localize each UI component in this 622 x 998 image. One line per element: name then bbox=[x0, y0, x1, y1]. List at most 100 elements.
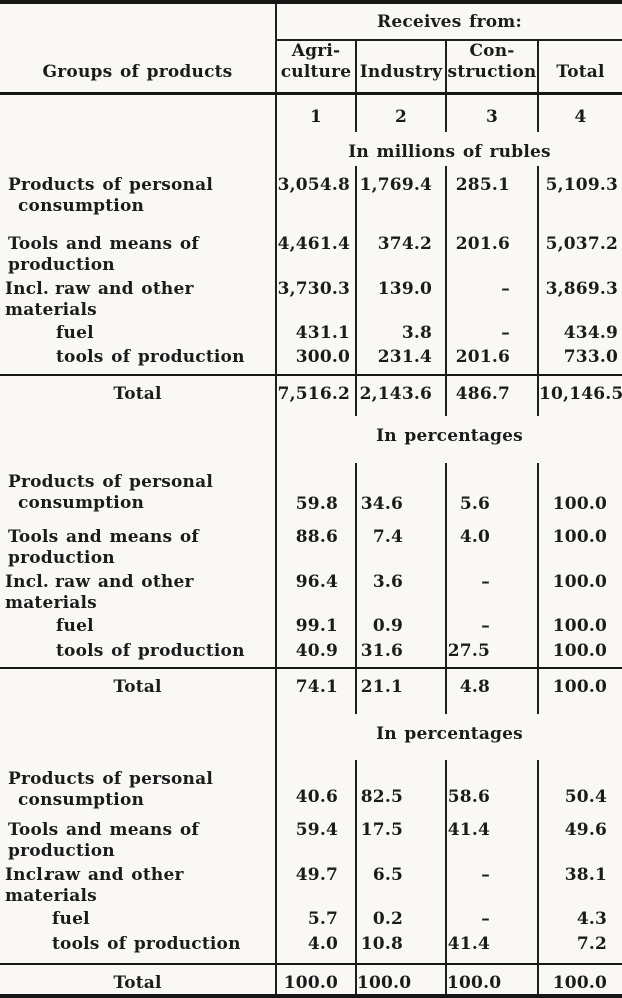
column-header-line: culture bbox=[280, 62, 352, 82]
cell-value: 58.6 bbox=[445, 759, 538, 814]
row-label: tools of production bbox=[52, 933, 241, 954]
cell-value: 100.0 bbox=[537, 568, 622, 614]
total-row: Total 7,516.2 2,143.6 486.7 10,146.5 bbox=[0, 373, 622, 416]
column-header-line: Agri- bbox=[291, 41, 341, 61]
stub-spacer bbox=[0, 132, 276, 166]
column-number: 3 bbox=[445, 93, 538, 132]
cell-value: 3,730.3 bbox=[275, 275, 356, 321]
cell-value: 4,461.4 bbox=[275, 227, 356, 276]
cell-value: 4.3 bbox=[537, 906, 622, 932]
header-columns-row: Agri- culture Industry Con- struction To… bbox=[0, 40, 622, 95]
cell-value: 59.4 bbox=[275, 813, 356, 862]
cell-value: 40.6 bbox=[275, 759, 356, 814]
column-number: 2 bbox=[355, 93, 446, 132]
table-row: Products of personal consumption 3,054.8 1,… bbox=[0, 165, 622, 228]
row-label: Incl.raw and other materials bbox=[0, 276, 276, 321]
row-label: Incl.raw and other materials bbox=[0, 862, 276, 907]
column-header-line: struction bbox=[447, 62, 537, 82]
total-value: 2,143.6 bbox=[355, 373, 446, 416]
band-row: In millions of rubles bbox=[0, 131, 622, 166]
header-spanner-row: Groups of products Receives from: bbox=[0, 2, 622, 95]
row-label: tools of production bbox=[56, 640, 245, 661]
total-value: 7,516.2 bbox=[275, 373, 356, 416]
cell-value: 7.2 bbox=[537, 931, 622, 964]
column-header-construction: Con- struction bbox=[445, 40, 538, 95]
table-row: fuel 5.7 0.2–4.3 bbox=[0, 906, 622, 932]
table-row: fuel 431.1 3.8–434.9 bbox=[0, 320, 622, 345]
total-label: Total bbox=[0, 962, 276, 996]
column-header-line: Industry bbox=[359, 62, 443, 82]
cell-value: 38.1 bbox=[537, 861, 622, 907]
row-label: Products of personal consumption bbox=[0, 760, 276, 814]
table-row: Tools and means of production 59.4 17.5 41.… bbox=[0, 813, 622, 862]
band-label: In millions of rubles bbox=[275, 131, 622, 166]
cell-value: 5,109.3 bbox=[537, 165, 622, 228]
table-row: fuel 99.1 0.9–100.0 bbox=[0, 613, 622, 639]
row-label-prefix: Incl. bbox=[5, 864, 50, 885]
cell-value: 5.6 bbox=[445, 462, 538, 521]
total-value: 74.1 bbox=[275, 666, 356, 714]
cell-value: 201.6 bbox=[445, 227, 538, 276]
table-row: tools of production 40.9 31.6 27.5 100.0 bbox=[0, 638, 622, 668]
cell-value: 34.6 bbox=[355, 462, 446, 521]
row-label: Incl.raw and other materials bbox=[0, 569, 276, 614]
cell-value: 49.6 bbox=[537, 813, 622, 862]
row-label-line: Products of personal bbox=[8, 768, 213, 789]
column-number: 4 bbox=[537, 93, 622, 132]
column-header-industry: Industry bbox=[355, 40, 446, 95]
cell-value: 3.8 bbox=[355, 320, 446, 345]
total-value: 100.0 bbox=[355, 962, 446, 996]
cell-value: 231.4 bbox=[355, 344, 446, 375]
cell-value: – bbox=[445, 613, 538, 639]
column-header-total: Total bbox=[537, 40, 622, 95]
row-label-prefix: Incl. bbox=[5, 571, 50, 592]
spanner-label: Receives from: bbox=[275, 2, 622, 41]
cell-value: 6.5 bbox=[355, 861, 446, 907]
table-row: tools of production 4.0 10.8 41.4 7.2 bbox=[0, 931, 622, 964]
cell-value: 100.0 bbox=[537, 613, 622, 639]
total-value: 486.7 bbox=[445, 373, 538, 416]
total-value: 100.0 bbox=[537, 962, 622, 996]
cell-value: 96.4 bbox=[275, 568, 356, 614]
cell-value: – bbox=[445, 861, 538, 907]
header-numbers-row: 1 2 3 4 bbox=[0, 93, 622, 132]
table-row: Products of personal consumption 40.6 82.5 5… bbox=[0, 759, 622, 814]
band-label: In percentages bbox=[275, 415, 622, 463]
cell-value: 4.0 bbox=[445, 520, 538, 569]
stub-spacer bbox=[0, 714, 276, 760]
total-value: 100.0 bbox=[537, 666, 622, 714]
table-row: Incl. raw and other materials 3,730.3 139.0… bbox=[0, 275, 622, 321]
table-row: Incl.raw and other materials 49.7 6.5–38.1 bbox=[0, 861, 622, 907]
cell-value: 1,769.4 bbox=[355, 165, 446, 228]
cell-value: 31.6 bbox=[355, 638, 446, 668]
table-row: Incl. raw and other materials 96.4 3.6–100.… bbox=[0, 568, 622, 614]
cell-value: 41.4 bbox=[445, 931, 538, 964]
row-label-line: Products of personal bbox=[8, 174, 213, 195]
band-row: In percentages bbox=[0, 415, 622, 463]
row-label: fuel bbox=[56, 322, 94, 343]
cell-value: – bbox=[445, 568, 538, 614]
band-label: In percentages bbox=[275, 713, 622, 760]
cell-value: 7.4 bbox=[355, 520, 446, 569]
cell-value: 431.1 bbox=[275, 320, 356, 345]
cell-value: 82.5 bbox=[355, 759, 446, 814]
cell-value: 139.0 bbox=[355, 275, 446, 321]
row-label-text: raw and other materials bbox=[5, 864, 184, 906]
table-row: tools of production 300.0 231.4 201.6 733.0 bbox=[0, 344, 622, 375]
cell-value: 5.7 bbox=[275, 906, 356, 932]
stub-spacer bbox=[0, 94, 276, 132]
total-value: 21.1 bbox=[355, 666, 446, 714]
cell-value: 0.9 bbox=[355, 613, 446, 639]
stub-header: Groups of products bbox=[0, 2, 276, 95]
row-label-line: Products of personal bbox=[8, 471, 213, 492]
cell-value: 285.1 bbox=[445, 165, 538, 228]
column-header-agriculture: Agri- culture bbox=[275, 40, 356, 95]
row-label: Products of personal consumption bbox=[0, 166, 276, 228]
cell-value: 100.0 bbox=[537, 462, 622, 521]
cell-value: 434.9 bbox=[537, 320, 622, 345]
total-row: Total 74.1 21.1 4.8 100.0 bbox=[0, 666, 622, 714]
table-body: In millions of rubles Products of persona… bbox=[0, 131, 622, 996]
column-header-line: Con- bbox=[469, 41, 515, 61]
